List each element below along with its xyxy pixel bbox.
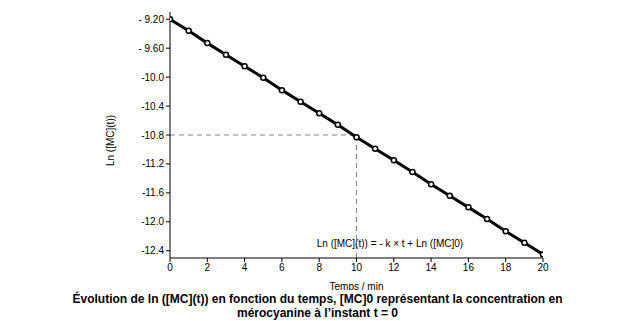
svg-text:6: 6 xyxy=(279,262,285,273)
svg-text:-12.0: -12.0 xyxy=(141,216,164,227)
html-text:Ln ([MC](t)): Ln ([MC](t)) xyxy=(104,115,116,167)
svg-text:- 9.20: - 9.20 xyxy=(138,14,164,25)
html-text:mérocyanine à l’instant t = 0: mérocyanine à l’instant t = 0 xyxy=(237,306,398,320)
svg-text:2: 2 xyxy=(205,262,211,273)
svg-text:-11.2: -11.2 xyxy=(142,158,164,169)
html-text:Ln ([MC](t)) = - k × t + Ln ([: Ln ([MC](t)) = - k × t + Ln ([MC]0) xyxy=(316,238,464,249)
svg-text:-10.8: -10.8 xyxy=(141,130,164,141)
svg-text:20: 20 xyxy=(537,262,549,273)
svg-text:0: 0 xyxy=(167,262,173,273)
svg-text:- 9.60: - 9.60 xyxy=(138,43,164,54)
svg-text:Temps / min: Temps / min xyxy=(330,281,384,290)
svg-text:8: 8 xyxy=(316,262,322,273)
svg-text:-10.4: -10.4 xyxy=(141,101,164,112)
html-text:Évolution de ln ([MC](t)) en f: Évolution de ln ([MC](t)) en fonction du… xyxy=(72,292,563,306)
svg-text:-11.6: -11.6 xyxy=(142,187,164,198)
svg-text:-12.4: -12.4 xyxy=(141,245,164,256)
svg-text:12: 12 xyxy=(388,262,400,273)
svg-text:18: 18 xyxy=(500,262,512,273)
svg-text:10: 10 xyxy=(351,262,363,273)
svg-text:4: 4 xyxy=(242,262,248,273)
svg-text:-10.0: -10.0 xyxy=(141,72,164,83)
svg-text:14: 14 xyxy=(426,262,438,273)
svg-text:16: 16 xyxy=(463,262,475,273)
